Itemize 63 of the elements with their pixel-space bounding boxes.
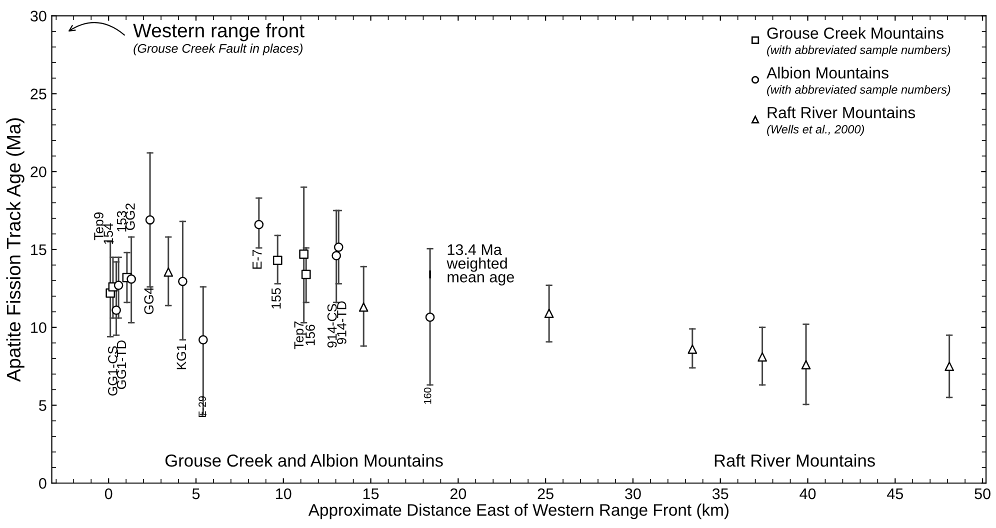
x-tick-label: 0 [104, 488, 112, 500]
annotation: KG1 [176, 344, 186, 370]
y-tick-label: 15 [31, 244, 46, 256]
x-tick-label: 30 [625, 488, 641, 500]
point [114, 280, 124, 290]
point [145, 215, 155, 225]
legend-label: Raft River Mountains (Wells et al., 2000) [767, 106, 916, 136]
annotation: E-29 [198, 396, 206, 417]
x-tick-label: 50 [974, 488, 990, 500]
x-tick-label: 15 [363, 488, 379, 500]
point [198, 335, 208, 344]
point [758, 352, 767, 362]
point [425, 312, 435, 322]
annotation: 156 [306, 324, 315, 346]
annotation: 155 [272, 288, 281, 309]
point [272, 256, 282, 266]
point [358, 302, 368, 312]
annotation: 13.4 Ma weighted mean age [446, 244, 514, 286]
point [112, 306, 121, 315]
y-tick-label: 0 [39, 478, 46, 489]
annotation: 914-CS [327, 304, 337, 348]
annotation: GG2 [126, 204, 135, 230]
point [544, 308, 554, 318]
point [944, 362, 954, 371]
annotation: GG1-TD [116, 340, 126, 389]
x-tick-label: 20 [450, 488, 466, 500]
y-tick-label: 25 [30, 88, 46, 100]
x-tick-label: 45 [887, 488, 904, 500]
y-tick-label: 30 [30, 10, 46, 22]
y-tick-label: 20 [30, 166, 46, 178]
annotation: GG1-CS [108, 346, 118, 396]
annotation: 153 [116, 211, 126, 232]
x-tick-label: 5 [192, 488, 200, 500]
annotation: GG4 [144, 287, 154, 314]
annotation: Tep7 [294, 322, 306, 350]
annotation: 160 [424, 388, 432, 404]
point [334, 242, 344, 252]
point [332, 251, 342, 260]
annotation: Western range front [133, 23, 304, 42]
point [688, 344, 698, 354]
point [126, 274, 136, 284]
point [301, 270, 311, 280]
y-tick-label: 5 [39, 400, 46, 411]
annotation: (Grouse Creek Fault in places) [134, 44, 303, 56]
annotation: Tep9 [94, 212, 106, 240]
x-tick-label: 40 [800, 488, 816, 500]
point [178, 276, 188, 286]
legend-label: Albion Mountains (with abbreviated sample numbers) [766, 66, 950, 96]
legend-label: Grouse Creek Mountains (with abbreviated sample numbers) [767, 27, 950, 56]
y-tick-label: 10 [31, 322, 46, 334]
point [801, 360, 811, 370]
annotation: E-7 [252, 250, 262, 269]
x-axis-title: Approximate Distance East of Western Range Front (km) [308, 504, 728, 520]
point [254, 220, 264, 230]
point [164, 267, 174, 277]
x-tick-label: 10 [276, 488, 292, 500]
x-tick-label: 35 [712, 488, 728, 500]
annotation: 914-TD [337, 301, 346, 344]
annotation: Grouse Creek and Albion Mountains [165, 454, 443, 467]
x-tick-label: 25 [538, 488, 554, 500]
annotation: Raft River Mountains [714, 454, 875, 467]
annotation: 154 [104, 223, 114, 244]
y-axis-title: Apatite Fission Track Age (Ma) [6, 118, 24, 382]
